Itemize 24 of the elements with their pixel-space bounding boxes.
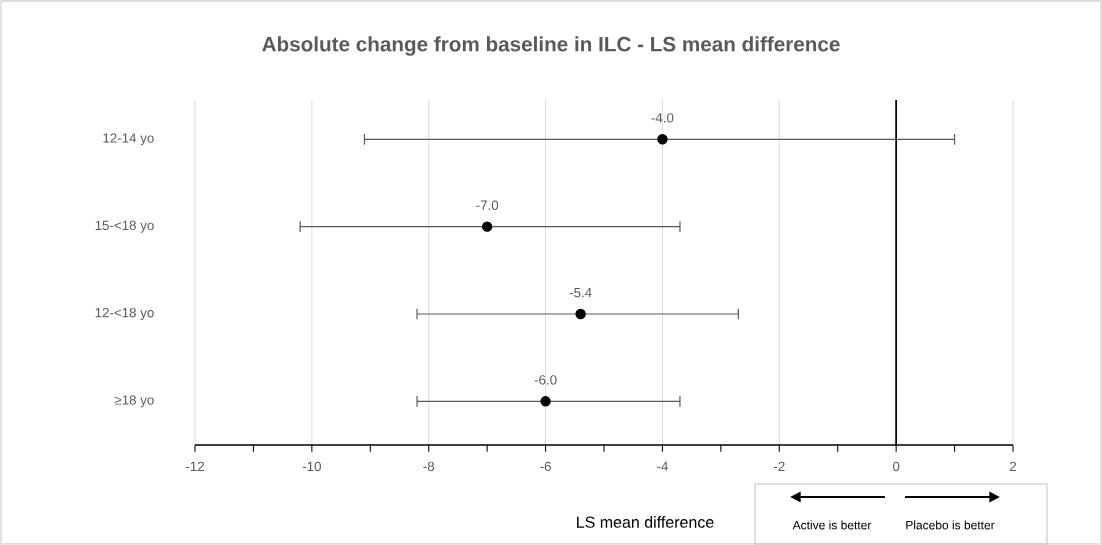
x-tick-label: -4 bbox=[657, 461, 668, 471]
x-tick-label: -2 bbox=[773, 461, 785, 472]
data-label: -6.0 bbox=[534, 375, 557, 385]
x-tick-label: -8 bbox=[423, 461, 435, 472]
y-tick-label: ≥18 yo bbox=[114, 395, 154, 408]
y-tick-label: 15-<18 yo bbox=[95, 220, 154, 233]
x-tick-label: -6 bbox=[540, 461, 551, 472]
x-tick-label: -10 bbox=[302, 461, 321, 472]
text: Placebo is better bbox=[906, 520, 995, 530]
point bbox=[540, 396, 551, 407]
text: Active is better bbox=[792, 520, 872, 530]
y-tick-label: 12-<18 yo bbox=[95, 307, 154, 321]
data-label: -4.0 bbox=[651, 113, 674, 123]
data-label: -7.0 bbox=[476, 200, 499, 210]
x-tick-label: -12 bbox=[185, 461, 204, 472]
y-tick-label: 12-14 yo bbox=[103, 133, 154, 146]
x-tick-label: 2 bbox=[1009, 461, 1017, 472]
point bbox=[575, 308, 586, 320]
x-tick-label: 0 bbox=[892, 461, 900, 472]
chart-title: Absolute change from baseline in ILC - LS mean difference bbox=[262, 36, 840, 56]
point bbox=[481, 221, 493, 232]
data-label: -5.4 bbox=[569, 287, 592, 298]
x-axis-title: LS mean difference bbox=[577, 516, 714, 528]
point bbox=[657, 134, 668, 145]
